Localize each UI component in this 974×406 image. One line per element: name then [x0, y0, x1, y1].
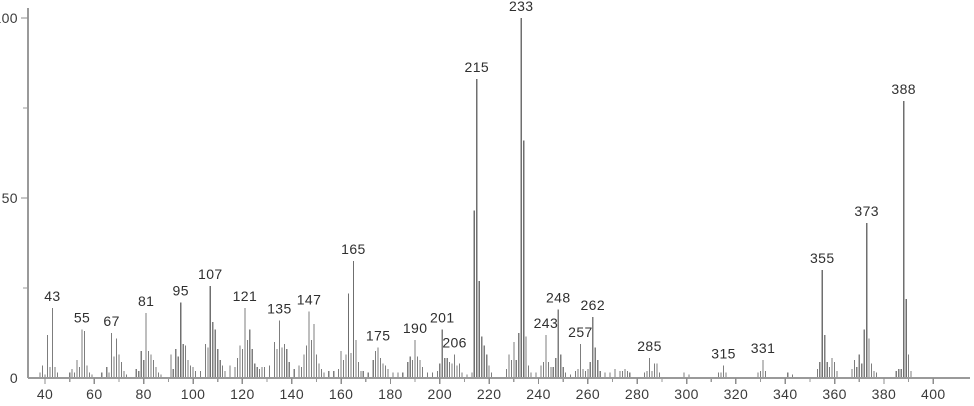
peak-label: 165	[341, 241, 366, 257]
peak-label: 215	[465, 59, 490, 75]
peak-series	[39, 18, 912, 378]
peak-label: 95	[173, 282, 189, 298]
peak-label: 285	[637, 338, 662, 354]
peak-label: 206	[442, 335, 467, 351]
peak-label: 135	[267, 300, 292, 316]
peak-label: 55	[74, 309, 90, 325]
y-axis: 0 50 100	[0, 8, 29, 386]
y-axis-tick-label: 100	[0, 10, 18, 26]
x-axis-tick-label: 120	[230, 386, 255, 402]
x-axis-tick-label: 200	[428, 386, 453, 402]
peak-label: 147	[297, 291, 322, 307]
x-axis: 40 60 80 100 120 140 160 180 200 220 240 260 280 300 3…	[28, 377, 970, 402]
x-axis-tick-label: 60	[86, 386, 102, 402]
x-axis-tick-label: 220	[477, 386, 502, 402]
x-axis-tick-label: 80	[136, 386, 152, 402]
peak-label: 233	[509, 0, 534, 14]
x-axis-tick-label: 40	[37, 386, 53, 402]
x-axis-tick-label: 260	[576, 386, 601, 402]
peak-label: 257	[568, 324, 593, 340]
x-axis-tick-label: 160	[329, 386, 354, 402]
x-axis-tick-label: 400	[921, 386, 946, 402]
peak-label: 388	[891, 81, 916, 97]
x-axis-tick-label: 320	[724, 386, 749, 402]
peak-label: 262	[581, 297, 606, 313]
x-axis-tick-label: 380	[872, 386, 897, 402]
peak-label: 315	[711, 345, 736, 361]
x-axis-tick-label: 240	[526, 386, 551, 402]
x-axis-tick-label: 360	[822, 386, 847, 402]
peak-label: 373	[854, 203, 879, 219]
x-axis-tick-label: 300	[674, 386, 699, 402]
peak-label: 248	[546, 290, 571, 306]
peak-label: 121	[233, 288, 258, 304]
x-axis-tick-label: 340	[773, 386, 798, 402]
x-axis-tick-label: 180	[378, 386, 403, 402]
peak-label: 67	[103, 313, 119, 329]
peak-label: 81	[138, 293, 154, 309]
x-axis-tick-label: 140	[279, 386, 304, 402]
x-axis-tick-label: 100	[181, 386, 206, 402]
peak-label: 107	[198, 266, 223, 282]
peak-label: 201	[430, 309, 455, 325]
peak-label: 43	[44, 288, 60, 304]
peak-label: 331	[751, 340, 776, 356]
peak-label: 190	[403, 320, 428, 336]
y-axis-tick-label: 50	[2, 190, 18, 206]
y-axis-tick-label: 0	[10, 370, 18, 386]
peak-label: 175	[366, 327, 391, 343]
peak-label: 243	[534, 315, 559, 331]
x-axis-tick-label: 280	[625, 386, 650, 402]
peak-label: 355	[810, 250, 835, 266]
